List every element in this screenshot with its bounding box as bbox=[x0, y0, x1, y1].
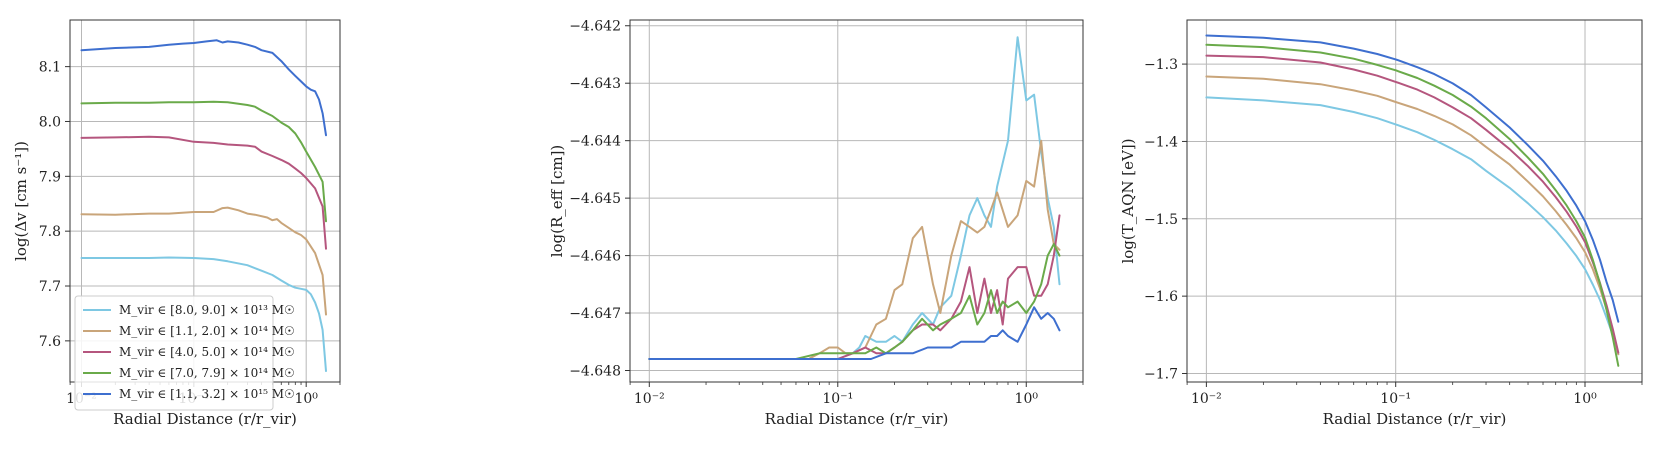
series-line bbox=[1205, 96, 1620, 356]
y-tick-label: −1.4 bbox=[1144, 134, 1178, 150]
legend-box bbox=[74, 295, 274, 411]
y-tick-label: −4.643 bbox=[569, 76, 621, 92]
legend: M_vir ∈ [8.0, 9.0] × 10¹³ M☉ M_vir ∈ [1.1… bbox=[74, 295, 295, 411]
x-tick-label: 10⁰ bbox=[1573, 391, 1597, 407]
series-line bbox=[648, 306, 1061, 360]
series-line bbox=[648, 243, 1061, 360]
y-tick-label: −4.647 bbox=[569, 306, 621, 322]
series-line bbox=[80, 206, 327, 316]
y-axis-label: log(R_eff [cm]) bbox=[548, 145, 566, 258]
y-axis-label: log(Δv [cm s⁻¹]) bbox=[12, 141, 30, 261]
y-tick-label: 7.6 bbox=[39, 334, 61, 350]
series-line bbox=[80, 39, 327, 137]
y-tick-label: −4.646 bbox=[569, 249, 621, 265]
x-tick-label: 10⁻² bbox=[634, 391, 665, 407]
x-axis-label: Radial Distance (r/r_vir) bbox=[1323, 410, 1507, 428]
plot-frame bbox=[1186, 19, 1643, 383]
y-tick-label: 7.8 bbox=[39, 224, 61, 240]
legend-entry-label: M_vir ∈ [1.1, 3.2] × 10¹⁵ M☉ bbox=[119, 387, 295, 401]
legend-entry-label: M_vir ∈ [1.1, 2.0] × 10¹⁴ M☉ bbox=[119, 324, 295, 338]
y-axis-label: log(T_AQN [eV]) bbox=[1119, 138, 1137, 263]
y-tick-label: −1.7 bbox=[1144, 366, 1178, 382]
legend-entry-label: M_vir ∈ [7.0, 7.9] × 10¹⁴ M☉ bbox=[119, 366, 295, 380]
y-tick-label: −4.648 bbox=[569, 364, 621, 380]
series-line bbox=[80, 256, 327, 372]
y-tick-label: 7.7 bbox=[39, 279, 61, 295]
series-line bbox=[1205, 75, 1620, 356]
series-line bbox=[1205, 34, 1620, 323]
x-axis-label: Radial Distance (r/r_vir) bbox=[113, 410, 297, 428]
y-tick-label: −1.6 bbox=[1144, 289, 1178, 305]
x-axis-label: Radial Distance (r/r_vir) bbox=[765, 410, 949, 428]
series-line bbox=[648, 214, 1061, 360]
series-line bbox=[80, 100, 327, 223]
y-tick-label: −4.645 bbox=[569, 191, 621, 207]
y-tick-label: 8.1 bbox=[39, 60, 61, 76]
y-tick-label: 7.9 bbox=[39, 169, 61, 185]
x-tick-label: 10⁰ bbox=[1015, 391, 1039, 407]
series-line bbox=[1205, 43, 1620, 367]
legend-entry-label: M_vir ∈ [8.0, 9.0] × 10¹³ M☉ bbox=[119, 303, 295, 317]
series-line bbox=[80, 135, 327, 250]
x-tick-label: 10⁻² bbox=[1191, 391, 1222, 407]
y-tick-label: −1.3 bbox=[1144, 57, 1178, 73]
y-tick-label: −4.642 bbox=[569, 19, 621, 35]
y-tick-label: −4.644 bbox=[569, 134, 621, 150]
x-tick-label: 10⁰ bbox=[294, 391, 318, 407]
x-tick-label: 10⁻¹ bbox=[822, 391, 853, 407]
y-tick-label: −1.5 bbox=[1144, 212, 1178, 228]
x-tick-label: 10⁻¹ bbox=[1380, 391, 1411, 407]
plot-frame bbox=[629, 19, 1084, 383]
panel-effective-radius: 10⁻² 10⁻¹ 10⁰ −4.648 −4.647 −4.646 −4.645 −4.64… bbox=[548, 19, 1084, 428]
panel-temperature: 10⁻² 10⁻¹ 10⁰ −1.7 −1.6 −1.5 −1.4 −1.3 Radial Di… bbox=[1119, 19, 1643, 428]
legend-entry-label: M_vir ∈ [4.0, 5.0] × 10¹⁴ M☉ bbox=[119, 345, 295, 359]
series-line bbox=[648, 139, 1061, 360]
y-tick-label: 8.0 bbox=[39, 114, 61, 130]
